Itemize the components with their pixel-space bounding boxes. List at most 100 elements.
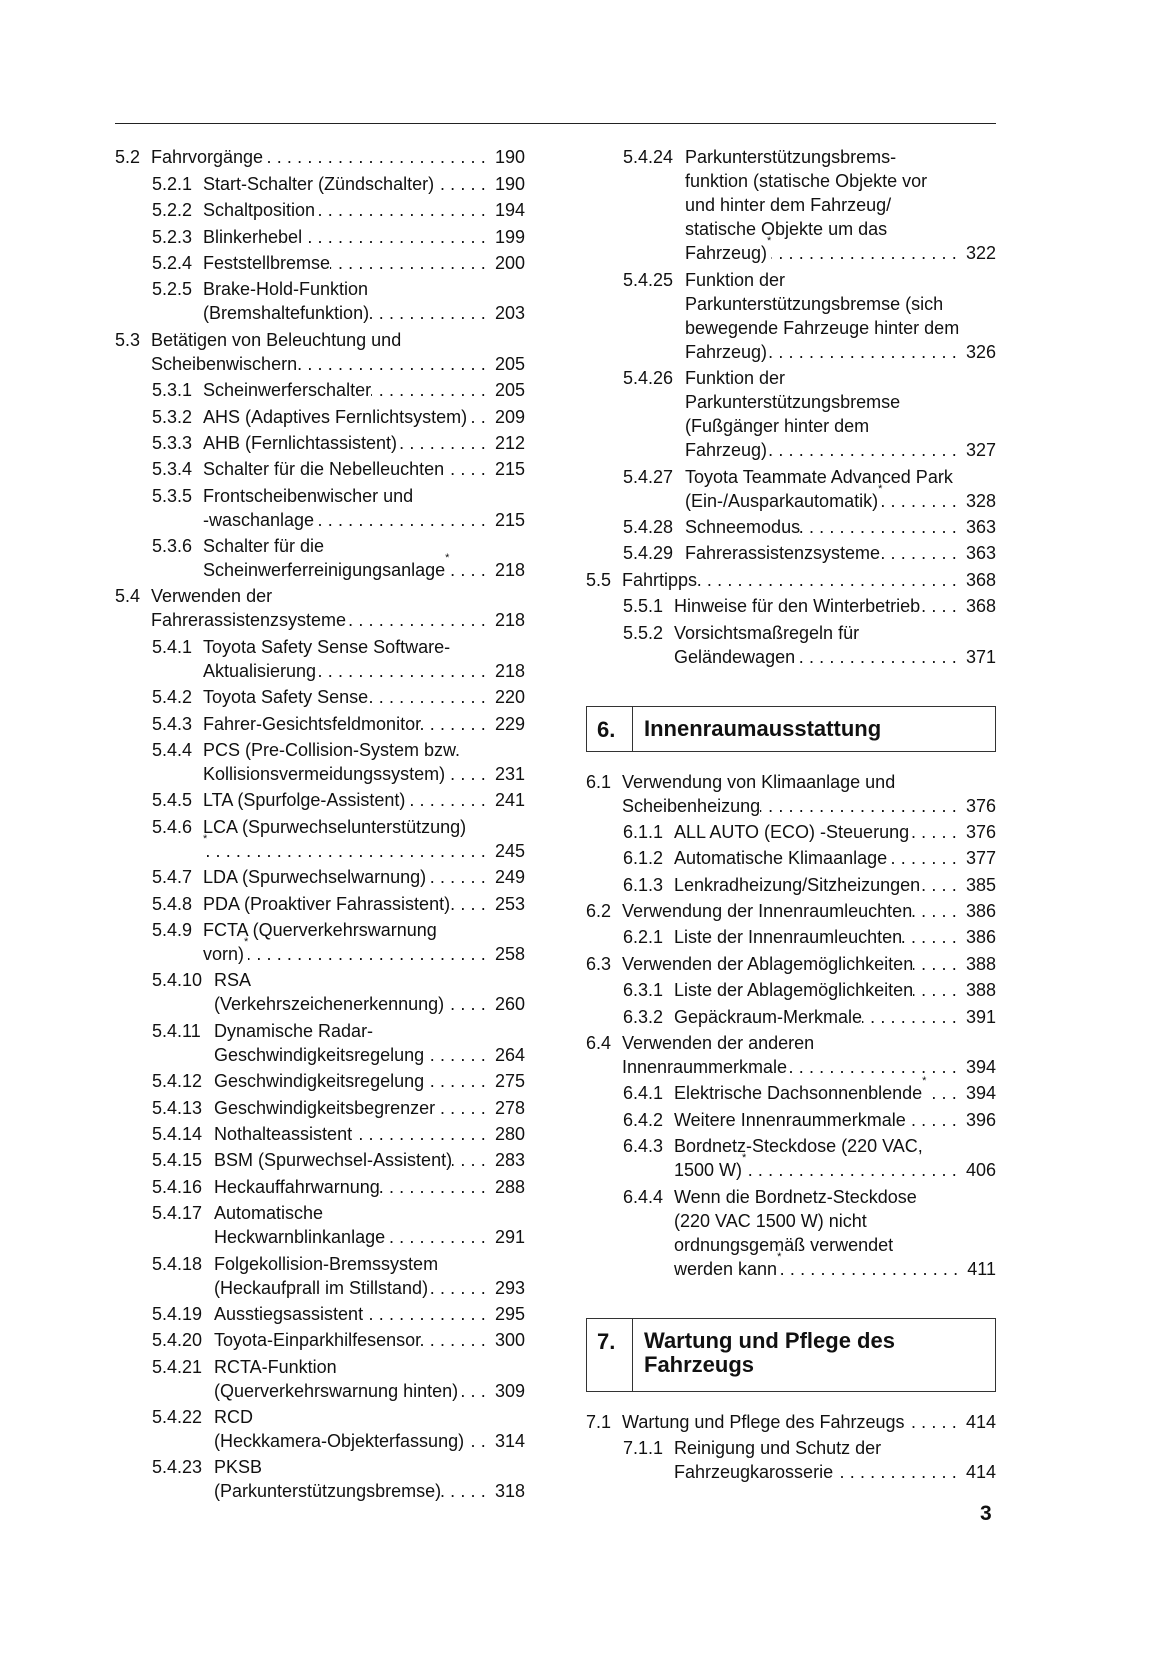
toc-entry[interactable]: 5.4.6 LCA (Spurwechselunterstützung) *....… [115,815,525,863]
page-ref[interactable]: 376 [965,821,996,842]
page-ref[interactable]: 245 [494,840,525,861]
toc-entry[interactable]: 5.4.12 Geschwindigkeitsregelung..........… [115,1069,525,1093]
page-ref[interactable]: 190 [494,173,525,194]
toc-entry[interactable]: 5.4.8 PDA (Proaktiver Fahrassistent).....… [115,892,525,916]
toc-entry[interactable]: 5.3.3 AHB (Fernlichtassistent)...........… [115,431,525,455]
toc-entry[interactable]: 5.5 Fahrtipps............................… [586,568,996,592]
page-ref[interactable]: 394 [965,1083,996,1104]
toc-entry[interactable]: 5.4.4 PCS (Pre-Collision-System bzw. Kolli… [115,738,525,786]
toc-entry[interactable]: 5.2.1 Start-Schalter (Zündschalter)......… [115,172,525,196]
toc-entry[interactable]: 5.4.10 RSA (Verkehrszeichenerkennung).....… [115,968,525,1016]
page-ref[interactable]: 253 [494,893,525,914]
toc-entry[interactable]: 6.3.2 Gepäckraum-Merkmale................… [586,1005,996,1029]
page-ref[interactable]: 314 [494,1431,525,1452]
toc-entry[interactable]: 5.5.2 Vorsichtsmaßregeln für Geländewagen.… [586,621,996,669]
page-ref[interactable]: 258 [494,943,525,964]
toc-entry[interactable]: 5.2.3 Blinkerhebel.......................… [115,225,525,249]
page-ref[interactable]: 328 [965,490,996,511]
toc-entry[interactable]: 5.4.19 Ausstiegsassistent................… [115,1302,525,1326]
page-ref[interactable]: 414 [965,1461,996,1482]
toc-entry[interactable]: 5.4 Verwenden der Fahrerassistenzsysteme..… [115,584,525,632]
page-ref[interactable]: 283 [494,1150,525,1171]
page-ref[interactable]: 209 [494,406,525,427]
toc-entry[interactable]: 5.5.1 Hinweise für den Winterbetrieb.....… [586,594,996,618]
page-ref[interactable]: 363 [965,543,996,564]
toc-entry[interactable]: 5.4.14 Nothalteassistent.................… [115,1122,525,1146]
page-ref[interactable]: 278 [494,1097,525,1118]
page-ref[interactable]: 275 [494,1071,525,1092]
page-ref[interactable]: 215 [494,509,525,530]
page-ref[interactable]: 376 [965,795,996,816]
toc-entry[interactable]: 5.4.17 Automatische Heckwarnblinkanlage...… [115,1201,525,1249]
toc-entry[interactable]: 5.4.18 Folgekollision-Bremssystem (Heckauf… [115,1252,525,1300]
toc-entry[interactable]: 6.2 Verwendung der Innenraumleuchten.....… [586,899,996,923]
toc-entry[interactable]: 5.3.4 Schalter für die Nebelleuchten.....… [115,457,525,481]
toc-entry[interactable]: 5.4.24 Parkunterstützungsbrems-funktion (… [586,145,996,265]
toc-entry[interactable]: 5.2.4 Feststellbremse....................… [115,251,525,275]
page-ref[interactable]: 212 [494,432,525,453]
page-ref[interactable]: 220 [494,687,525,708]
toc-entry[interactable]: 5.4.9 FCTA (Querverkehrswarnung vorn) *....… [115,918,525,966]
page-ref[interactable]: 388 [965,980,996,1001]
toc-entry[interactable]: 5.4.5 LTA (Spurfolge-Assistent)..........… [115,788,525,812]
page-ref[interactable]: 327 [965,440,996,461]
page-ref[interactable]: 218 [494,560,525,581]
page-ref[interactable]: 414 [965,1411,996,1432]
toc-entry[interactable]: 5.3.2 AHS (Adaptives Fernlichtsystem)....… [115,405,525,429]
page-ref[interactable]: 264 [494,1044,525,1065]
toc-entry[interactable]: 5.3.1 Scheinwerferschalter...............… [115,378,525,402]
toc-entry[interactable]: 6.3.1 Liste der Ablagemöglichkeiten......… [586,978,996,1002]
page-ref[interactable]: 293 [494,1277,525,1298]
page-ref[interactable]: 394 [965,1057,996,1078]
toc-entry[interactable]: 6.3 Verwenden der Ablagemöglichkeiten....… [586,952,996,976]
page-ref[interactable]: 322 [965,243,996,264]
page-ref[interactable]: 396 [965,1109,996,1130]
toc-entry[interactable]: 5.4.2 Toyota Safety Sense................… [115,685,525,709]
page-ref[interactable]: 215 [494,459,525,480]
page-ref[interactable]: 218 [494,660,525,681]
toc-entry[interactable]: 6.1.3 Lenkradheizung/Sitzheizungen.......… [586,873,996,897]
page-ref[interactable]: 368 [965,569,996,590]
toc-entry[interactable]: 6.1 Verwendung von Klimaanlage und Scheibe… [586,770,996,818]
page-ref[interactable]: 199 [494,226,525,247]
page-ref[interactable]: 386 [965,901,996,922]
toc-entry[interactable]: 5.2 Fahrvorgänge.........................… [115,145,525,169]
toc-entry[interactable]: 5.3.5 Frontscheibenwischer und -waschanlag… [115,484,525,532]
page-ref[interactable]: 194 [494,200,525,221]
toc-entry[interactable]: 5.3 Betätigen von Beleuchtung und Scheiben… [115,328,525,376]
page-ref[interactable]: 326 [965,341,996,362]
page-ref[interactable]: 388 [965,953,996,974]
page-ref[interactable]: 371 [965,646,996,667]
toc-entry[interactable]: 5.4.28 Schneemodus.......................… [586,515,996,539]
toc-entry[interactable]: 5.3.6 Schalter für die Scheinwerferreinigu… [115,534,525,582]
page-ref[interactable]: 411 [967,1258,996,1279]
page-ref[interactable]: 406 [965,1160,996,1181]
toc-entry[interactable]: 6.4 Verwenden der anderen Innenraummerkmal… [586,1031,996,1079]
page-ref[interactable]: 229 [494,713,525,734]
page-ref[interactable]: 377 [965,848,996,869]
page-ref[interactable]: 190 [494,147,525,168]
toc-entry[interactable]: 5.4.27 Toyota Teammate Advanced Park (Ein-… [586,465,996,513]
toc-entry[interactable]: 5.4.11 Dynamische Radar- Geschwindigkeitsr… [115,1019,525,1067]
page-ref[interactable]: 363 [965,516,996,537]
page-ref[interactable]: 205 [494,353,525,374]
toc-entry[interactable]: 6.4.4 Wenn die Bordnetz-Steckdose (220 VAC… [586,1185,996,1281]
page-ref[interactable]: 300 [494,1330,525,1351]
page-ref[interactable]: 309 [494,1380,525,1401]
page-ref[interactable]: 231 [494,764,525,785]
page-ref[interactable]: 203 [494,303,525,324]
toc-entry[interactable]: 5.4.1 Toyota Safety Sense Software- Aktual… [115,635,525,683]
toc-entry[interactable]: 6.4.1 Elektrische Dachsonnenblende*......… [586,1076,996,1105]
page-ref[interactable]: 318 [494,1481,525,1502]
page-ref[interactable]: 280 [494,1123,525,1144]
page-ref[interactable]: 205 [494,380,525,401]
page-ref[interactable]: 218 [494,610,525,631]
toc-entry[interactable]: 5.4.7 LDA (Spurwechselwarnung)...........… [115,865,525,889]
toc-entry[interactable]: 5.4.13 Geschwindigkeitsbegrenzer.........… [115,1096,525,1120]
toc-entry[interactable]: 6.2.1 Liste der Innenraumleuchten........… [586,925,996,949]
toc-entry[interactable]: 6.1.1 ALL AUTO (ECO) -Steuerung..........… [586,820,996,844]
page-ref[interactable]: 241 [494,790,525,811]
toc-entry[interactable]: 5.4.3 Fahrer-Gesichtsfeldmonitor.........… [115,712,525,736]
toc-entry[interactable]: 6.1.2 Automatische Klimaanlage...........… [586,846,996,870]
toc-entry[interactable]: 5.4.15 BSM (Spurwechsel-Assistent).......… [115,1148,525,1172]
